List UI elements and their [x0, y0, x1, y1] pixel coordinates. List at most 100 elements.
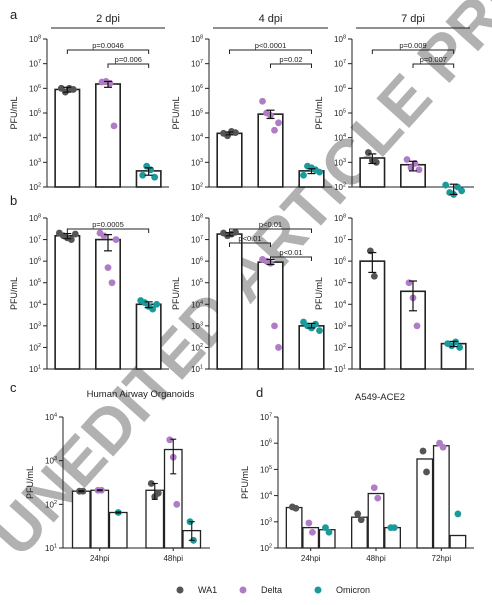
- significance-bracket: [229, 49, 312, 54]
- chart-title: Human Airway Organoids: [87, 389, 195, 400]
- bar-omicron: [384, 526, 401, 549]
- legend-label-omicron: Omicron: [336, 585, 370, 595]
- data-point: [456, 344, 464, 351]
- legend-marker-wa1: [176, 586, 184, 594]
- y-tick-label: 102: [191, 343, 203, 353]
- legend-marker-delta: [239, 586, 247, 594]
- data-point: [454, 510, 462, 518]
- y-tick-label: 104: [260, 491, 272, 501]
- x-tick-label: 24hpi: [90, 554, 110, 563]
- y-tick-label: 106: [191, 84, 203, 94]
- chart-title: 2 dpi: [96, 13, 120, 25]
- data-point: [357, 516, 365, 524]
- y-axis-label: PFU/mL: [25, 466, 35, 499]
- data-point: [71, 230, 79, 238]
- significance-bracket: [66, 228, 150, 233]
- data-point: [364, 149, 372, 156]
- panel-a-chart-2: 102 103 104 105 106 107 108 PFU/mL 4 dpi p<0.0001…: [171, 13, 332, 192]
- y-tick-label: 103: [29, 158, 41, 168]
- bar-delta: [432, 445, 450, 549]
- y-tick-label: 101: [334, 365, 346, 375]
- x-tick-label: 48hpi: [366, 554, 386, 563]
- legend-label-delta: Delta: [261, 585, 282, 595]
- y-tick-label: 106: [191, 257, 203, 267]
- x-tick-label: 72hpi: [432, 554, 452, 563]
- bar-omicron: [449, 534, 467, 549]
- y-tick-label: 105: [334, 109, 346, 119]
- data-point: [153, 300, 161, 308]
- significance-bracket: [229, 242, 271, 247]
- data-point: [232, 228, 239, 236]
- data-point: [67, 236, 75, 243]
- y-tick-label: 106: [334, 257, 346, 267]
- bar-wa1: [54, 88, 81, 188]
- y-tick-label: 102: [334, 343, 346, 353]
- y-tick-label: 107: [334, 59, 346, 69]
- y-tick-label: 103: [191, 158, 203, 168]
- data-point: [292, 504, 300, 512]
- data-point: [151, 173, 159, 181]
- y-tick-label: 104: [191, 300, 203, 310]
- y-tick-label: 106: [260, 439, 272, 449]
- bar-delta: [95, 238, 122, 370]
- chart-title: A549-ACE2: [355, 392, 405, 403]
- y-tick-label: 103: [334, 158, 346, 168]
- y-tick-label: 105: [29, 109, 41, 119]
- data-point: [415, 166, 423, 174]
- legend-label-wa1: WA1: [198, 585, 217, 595]
- panel-a-chart-1: 102 103 104 105 106 107 108 PFU/mL 2 dpi p=0.0046…: [9, 13, 169, 192]
- y-tick-label: 103: [260, 517, 272, 527]
- data-point: [423, 468, 430, 476]
- y-axis-label: PFU/mL: [240, 466, 250, 499]
- data-point: [413, 322, 421, 330]
- y-tick-label: 104: [29, 300, 41, 310]
- data-point: [112, 236, 120, 243]
- data-point: [110, 122, 118, 130]
- significance-bracket: [371, 49, 455, 54]
- y-tick-label: 105: [334, 278, 346, 288]
- y-axis-label: PFU/mL: [314, 96, 324, 129]
- data-point: [232, 129, 239, 137]
- y-tick-label: 105: [191, 278, 203, 288]
- p-value-label: p=0.006: [115, 55, 142, 64]
- bar-wa1: [285, 506, 303, 549]
- data-point: [316, 168, 323, 176]
- data-point: [271, 126, 278, 134]
- data-point: [316, 327, 323, 335]
- data-point: [419, 447, 427, 455]
- y-tick-label: 102: [334, 183, 346, 193]
- y-tick-label: 102: [29, 183, 41, 193]
- data-point: [374, 494, 382, 502]
- panel-d-chart: 102 103 104 105 106 107 PFU/mL A549-ACE2 24hpi 48…: [240, 392, 474, 563]
- data-point: [439, 443, 447, 451]
- p-value-label: p<0.01: [259, 220, 282, 229]
- p-value-label: p<0.01: [279, 248, 302, 257]
- data-point: [354, 510, 362, 518]
- y-tick-label: 103: [191, 321, 203, 331]
- x-tick-label: 24hpi: [301, 554, 321, 563]
- y-tick-label: 101: [191, 365, 203, 375]
- y-tick-label: 107: [29, 59, 41, 69]
- panel-letter-c: c: [10, 380, 17, 395]
- significance-bracket: [66, 49, 150, 54]
- significance-bracket: [229, 228, 312, 233]
- data-point: [312, 320, 319, 328]
- y-tick-label: 105: [191, 109, 203, 119]
- panel-letter-b: b: [10, 193, 17, 208]
- y-tick-label: 108: [191, 214, 203, 224]
- data-point: [390, 524, 398, 532]
- data-point: [173, 500, 181, 508]
- bar-wa1: [416, 458, 434, 549]
- y-tick-label: 102: [45, 500, 57, 510]
- panel-a-chart-3: 102 103 104 105 106 107 108 PFU/mL 7 dpi p=0.009 p…: [314, 13, 474, 198]
- y-tick-label: 104: [29, 133, 41, 143]
- data-point: [100, 232, 108, 240]
- data-point: [370, 272, 378, 280]
- data-point: [300, 171, 307, 179]
- significance-bracket: [270, 63, 312, 68]
- chart-title: 7 dpi: [401, 13, 425, 25]
- data-point: [442, 181, 450, 189]
- data-point: [275, 119, 282, 127]
- data-point: [325, 528, 333, 536]
- y-tick-label: 104: [334, 300, 346, 310]
